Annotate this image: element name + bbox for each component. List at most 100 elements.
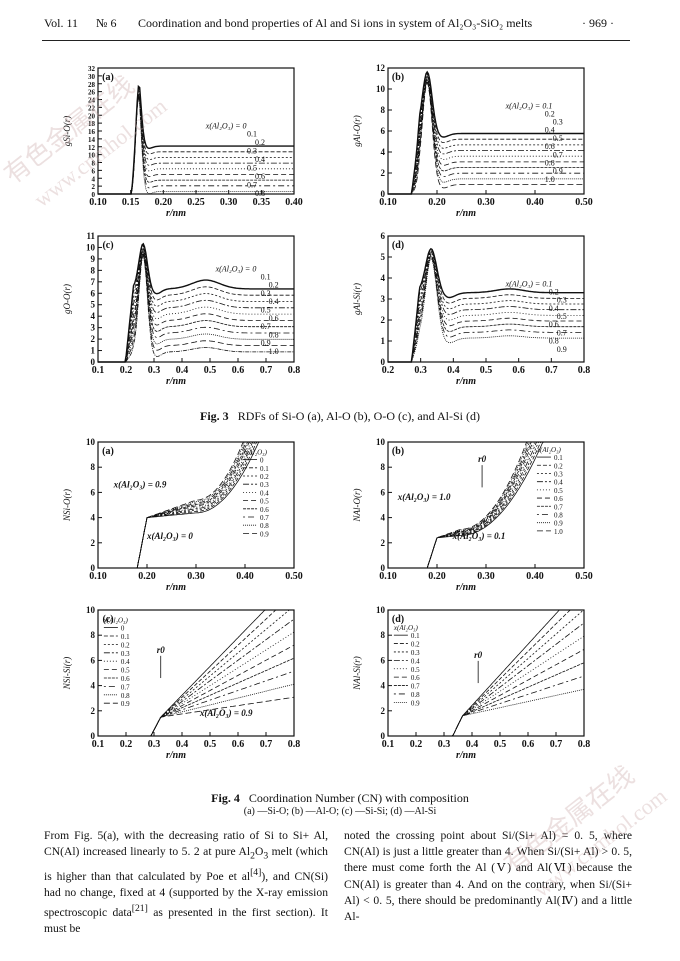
fig3-panel-b-curve (388, 80, 584, 195)
fig3-panel-a-ytick-label: 32 (88, 65, 96, 73)
fig4-panel-d-ytick-label: 6 (381, 655, 386, 665)
fig3-panel-d-curve (388, 254, 584, 363)
fig3-panel-a-ytick-label: 28 (88, 81, 96, 89)
fig4-panel-d-xtick-label: 0.6 (522, 739, 535, 750)
fig3-panel-b-ytick-label: 6 (381, 126, 386, 136)
fig3-panel-b-legend-item: 1.0 (545, 175, 555, 184)
fig3-panel-d-ylabel: gAl-Si(r) (352, 283, 362, 315)
fig3-panel-c-ytick-label: 1 (91, 346, 96, 356)
fig3-panel-b-curve (388, 75, 584, 195)
fig3-panel-a-xtick-label: 0.25 (187, 197, 205, 208)
fig3-panel-b-ytick-label: 0 (381, 189, 386, 199)
fig3-panel-d-ytick-label: 3 (381, 294, 386, 304)
fig3-panel-c-xlabel: r/nm (166, 376, 186, 387)
fig4-panel-d-xtick-label: 0.7 (550, 739, 563, 750)
fig3-panel-a-ytick-label: 12 (88, 144, 96, 152)
fig3-panel-c-ytick-label: 0 (91, 357, 96, 367)
fig4-panel-a-xtick-label: 0.40 (236, 571, 254, 582)
fig3-panel-c-curve (98, 251, 294, 363)
fig3-panel-b-curve (388, 74, 584, 195)
fig3-panel-c-legend-item: 0.2 (269, 281, 279, 290)
fig4-panel-b-ylabel: NAl-O(r) (352, 489, 362, 523)
fig3-panel-d: 0.2 0.3 0.4 0.5 0.6 0.7 0.8 0 1 2 3 4 5 6 r/nm gAl-Si(r… (350, 230, 590, 387)
fig3-panel-d-legend-item: 0.9 (557, 345, 567, 354)
fig3-panel-c-svg: 0.1 0.2 0.3 0.4 0.5 0.6 0.7 0.801234567891011r/… (62, 231, 300, 387)
fig3-panel-a-legend-item: 0.5 (247, 163, 257, 172)
fig3-panel-b-xtick-label: 0.20 (428, 197, 446, 208)
fig3-panel-a-ytick-label: 22 (88, 104, 96, 112)
fig3-panel-a-letter: (a) (102, 72, 114, 83)
fig4-panel-a-legend-title: x(Al₂O₃) (242, 449, 268, 457)
fig4-panel-c-ytick-label: 6 (91, 655, 96, 665)
fig3-panel-b-legend-item: 0.7 (553, 150, 563, 159)
fig3-panel-d-xtick-label: 0.5 (480, 365, 493, 376)
fig4-panel-b-legend-item: 0.1 (554, 454, 563, 462)
fig3-panel-c-curve (98, 250, 294, 363)
fig3-panel-c-legend-first: x(Al₂O₃) = 0 (215, 264, 257, 273)
fig4-panel-c-ytick-label: 0 (91, 731, 96, 741)
paragraph-right: noted the crossing point about Si/(Si+ A… (344, 829, 632, 924)
fig3-panel-c-ytick-label: 8 (91, 265, 96, 275)
fig3-panel-d-curve (388, 251, 584, 363)
fig4-panel-a-legend-item: 0.6 (260, 506, 269, 514)
fig3-panel-b-xtick-label: 0.30 (477, 197, 495, 208)
fig3-panel-d-xtick-label: 0.3 (414, 365, 427, 376)
fig4-panel-a-ytick-label: 2 (91, 538, 96, 548)
fig3-panel-c-legend-item: 0.6 (269, 314, 279, 323)
fig4-panel-c-legend-item: 0.6 (121, 675, 130, 683)
fig3-panel-b-curve (388, 76, 584, 195)
fig4-panel-d-ytick-label: 10 (376, 605, 386, 615)
fig4-panel-a-legend-item: 0.1 (260, 465, 269, 473)
fig4-panel-a-xtick-label: 0.20 (138, 571, 156, 582)
fig3-panel-a-ytick-label: 8 (92, 160, 96, 168)
fig3-panel-c-ytick-label: 6 (91, 288, 96, 298)
fig3-panel-a-curve (98, 97, 294, 195)
fig4-panel-b-legend-item: 0.2 (554, 462, 563, 470)
fig3-panel-a-ytick-label: 26 (88, 89, 96, 97)
fig4-panel-d-svg: 0.1 0.2 0.3 0.4 0.5 0.6 0.7 0.80246810r/nmNAl-S… (352, 605, 590, 761)
fig4-panel-d-ylabel: NAl-Si(r) (352, 656, 362, 691)
fig4-panel-c-legend-item: 0.1 (121, 633, 130, 641)
fig4-panel-a-ytick-label: 8 (91, 462, 96, 472)
fig4-panel-d-ytick-label: 4 (381, 681, 386, 691)
fig4-panel-c-letter: (c) (102, 614, 113, 625)
fig3-panel-b-curve (388, 79, 584, 195)
fig4-panel-b-svg: 0.10 0.20 0.30 0.40 0.50 0 2 4 6 8 10 r/nm NAl-O(r) (… (352, 437, 593, 593)
fig4-panel-b: 0.10 0.20 0.30 0.40 0.50 0 2 4 6 8 10 r/nm NAl-O(r) (… (350, 436, 593, 593)
fig4-panel-b-xtick-label: 0.50 (575, 571, 593, 582)
fig4-panel-d-legend-item: 0.7 (411, 683, 420, 691)
fig4-panel-c-legend-title: x(Al₂O₃) (103, 617, 129, 625)
fig4-panel-b-r0-label: r0 (478, 454, 487, 464)
fig4-panel-b-ytick-label: 6 (381, 487, 386, 497)
fig3-panel-b-curve (388, 73, 584, 195)
fig4-panel-c-xtick-label: 0.8 (288, 739, 301, 750)
fig4-panel-d-legend-item: 0.9 (411, 699, 420, 707)
fig4-panel-a-annotation-2: x(Al₂O₃) = 0 (146, 531, 193, 541)
fig4-panel-d-legend-item: 0.4 (411, 657, 420, 665)
fig3-panel-c-curve (98, 247, 294, 363)
fig4-panel-c-ytick-label: 2 (91, 706, 96, 716)
fig3-panel-d-legend-item: 0.8 (549, 337, 559, 346)
fig4-panel-b-annotation-1: x(Al₂O₃) = 1.0 (397, 492, 451, 502)
fig3-panel-c-ytick-label: 3 (91, 323, 96, 333)
fig3-panel-a-legend-item: 0.2 (255, 138, 265, 147)
fig4-panel-b-ytick-label: 0 (381, 563, 386, 573)
fig4-panel-b-xtick-label: 0.30 (477, 571, 495, 582)
fig3-panel-d-ytick-label: 1 (381, 336, 386, 346)
fig3-panel-c-xtick-label: 0.7 (260, 365, 273, 376)
fig4-panel-b-xlabel: r/nm (456, 582, 476, 593)
fig4-panel-c-frame (97, 609, 295, 737)
fig4-panel-d-xtick-label: 0.4 (466, 739, 479, 750)
fig4-subcaption: (a) —Si-O; (b) —Al-O; (c) —Si-Si; (d) —A… (243, 806, 437, 817)
fig4-panel-d-curve (388, 635, 585, 737)
fig3-panel-c-ytick-label: 5 (91, 300, 96, 310)
fig3-panel-a-legend-item: 0.6 (255, 172, 265, 181)
fig3-panel-d-curve (388, 252, 584, 363)
fig4-caption: Fig. 4 Coordination Number (CN) with com… (211, 791, 469, 805)
fig3-panel-a-curve (98, 95, 294, 195)
fig3-panel-b-legend-item: 0.2 (545, 109, 555, 118)
page-number: · 969 · (582, 16, 614, 30)
fig3-panel-d-xtick-label: 0.4 (447, 365, 460, 376)
fig3-panel-a-xtick-label: 0.15 (122, 197, 139, 208)
fig3-panel-c-ylabel: gO-O(r) (62, 284, 72, 314)
